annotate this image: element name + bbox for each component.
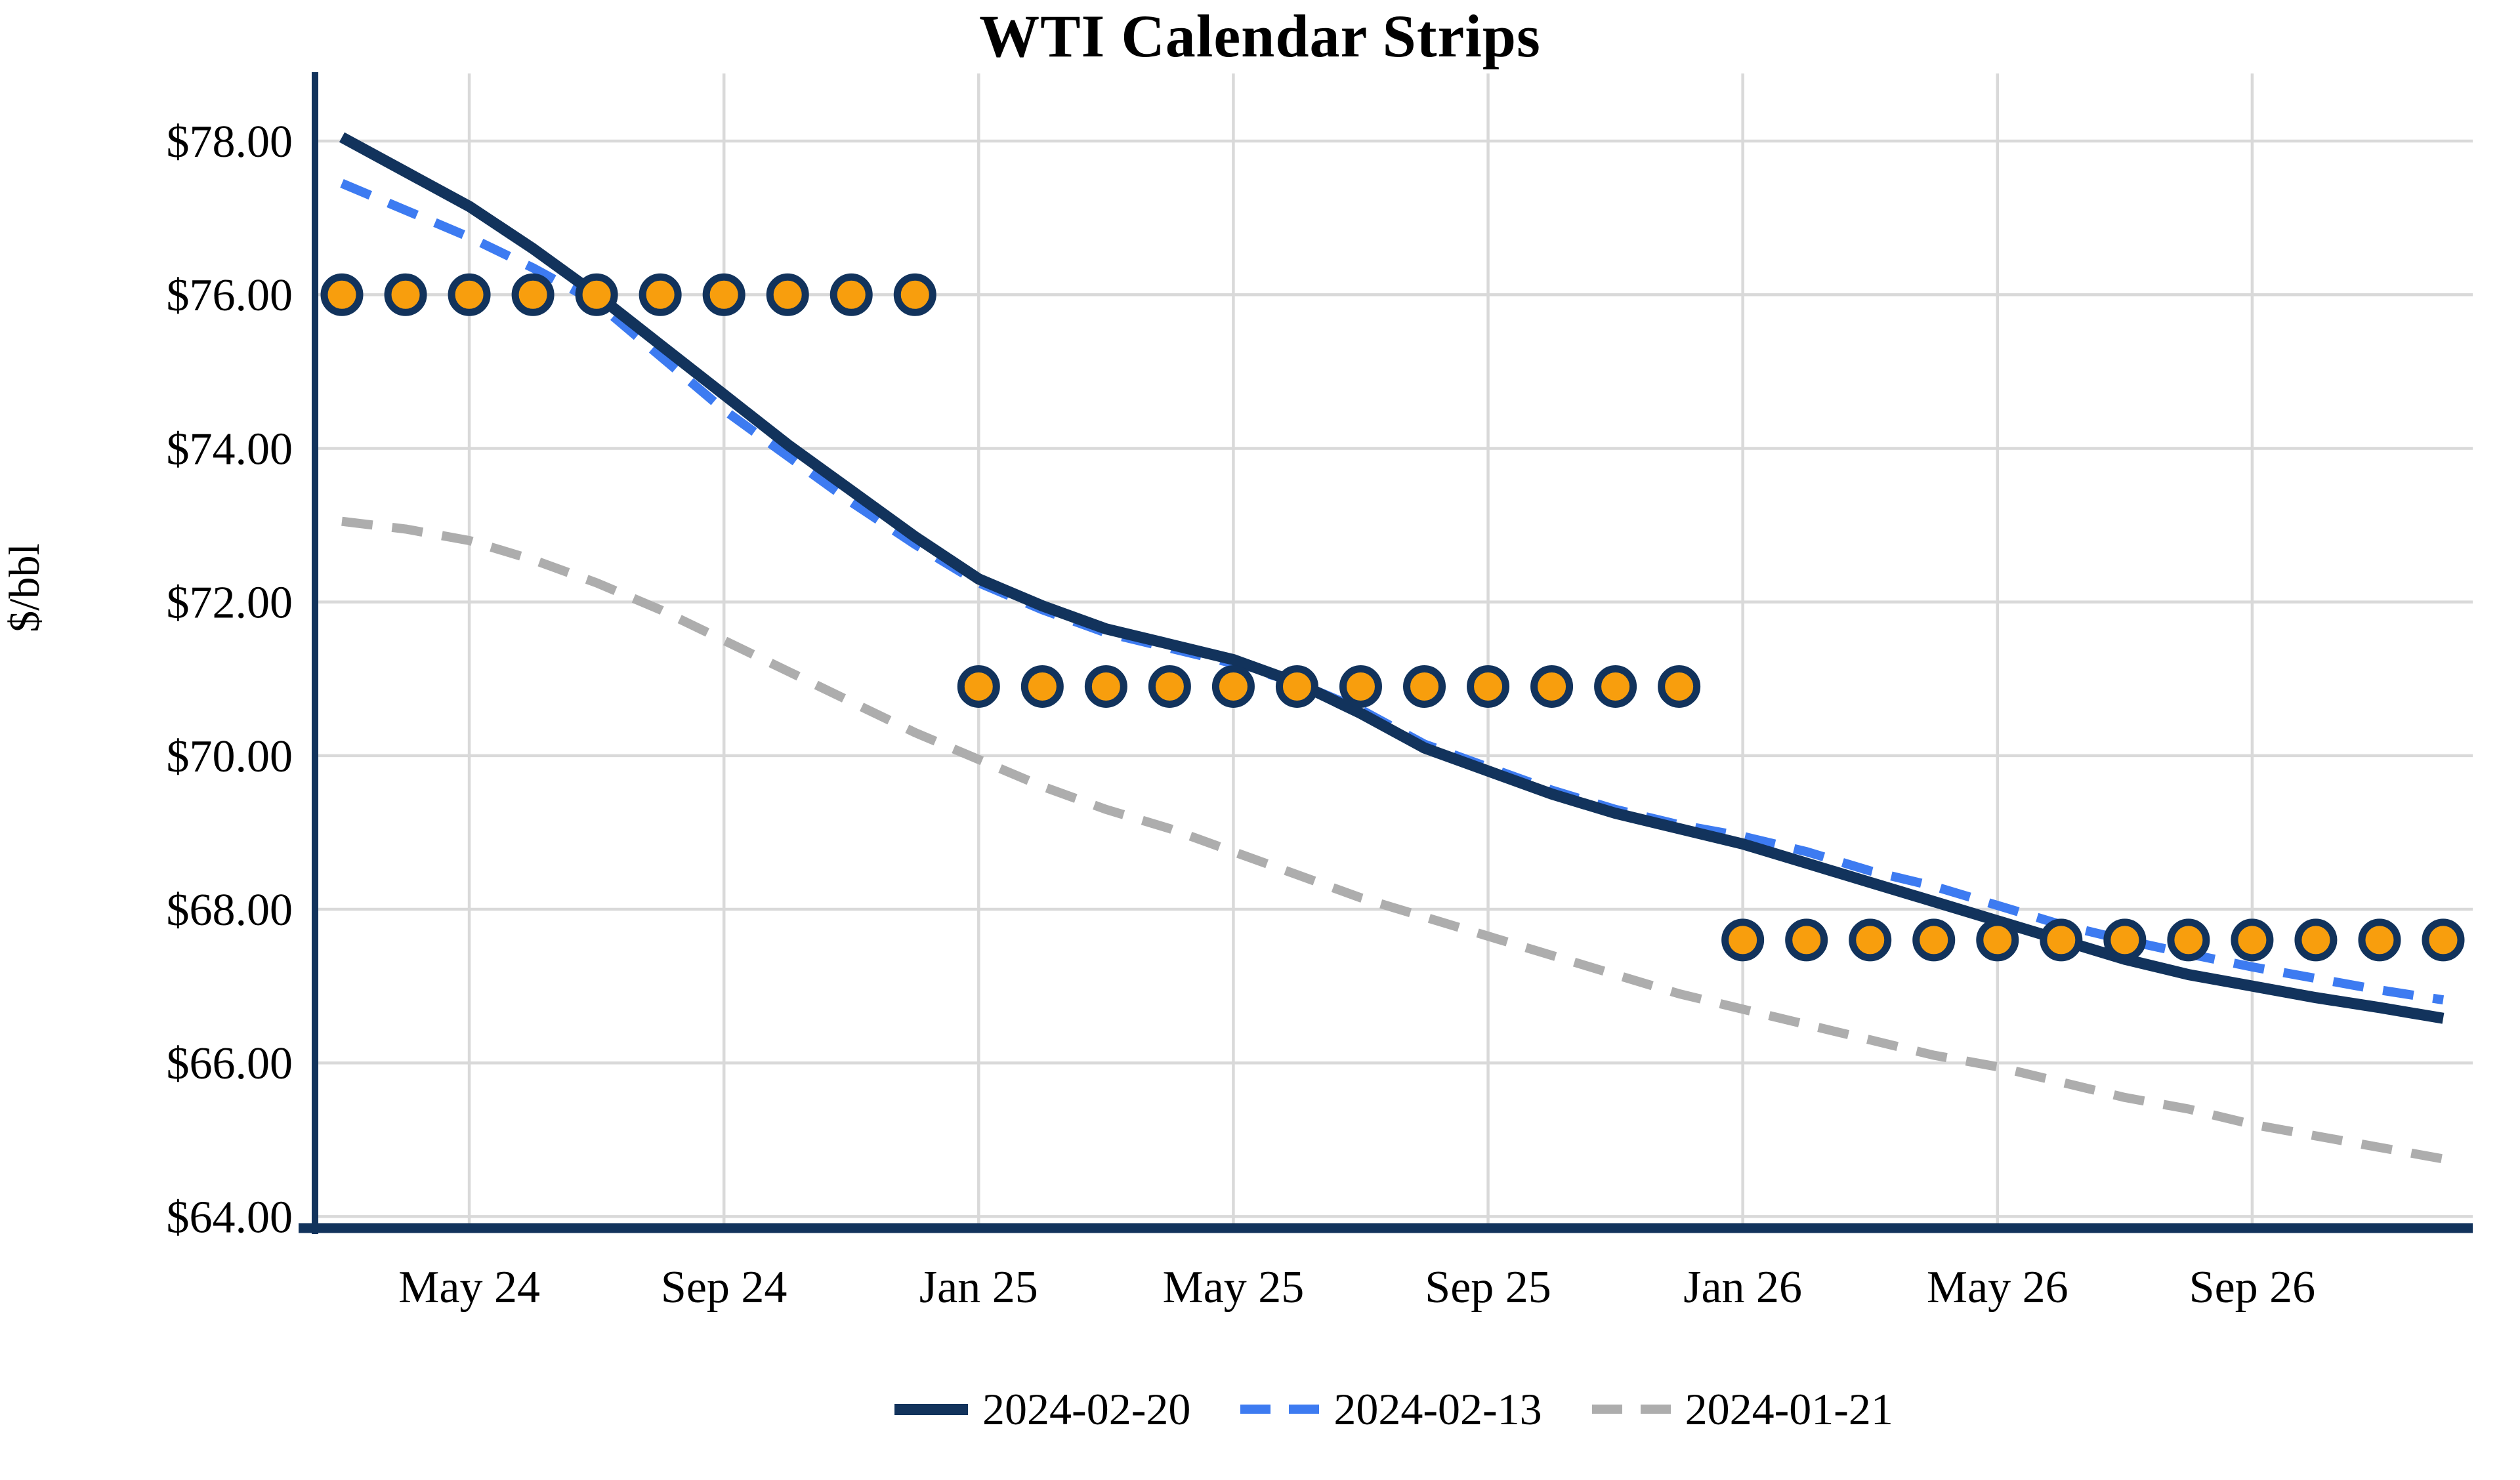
y-tick-labels: $78.00 $76.00 $74.00 $72.00 $70.00 $68.00 $66.…: [167, 117, 293, 1243]
x-tick-label: Sep 24: [661, 1262, 788, 1313]
x-tick-label: Sep 26: [2189, 1262, 2316, 1313]
strip-marker: [1721, 918, 1765, 962]
legend-swatch-dashed-gray: [1591, 1405, 1671, 1414]
series-line-2024-02-13: [340, 179, 2445, 1005]
legend-swatch-solid: [894, 1403, 969, 1415]
legend-label: 2024-02-13: [1334, 1384, 1542, 1434]
legend-item-2024-02-20: 2024-02-20: [894, 1387, 1190, 1431]
series-line-2024-01-21: [341, 516, 2445, 1164]
strip-marker: [2103, 918, 2147, 962]
strip-marker: [511, 273, 555, 316]
strip-marker: [2040, 918, 2083, 962]
y-tick-label: $66.00: [167, 1038, 293, 1089]
legend-label: 2024-02-20: [982, 1384, 1191, 1434]
strip-marker: [1976, 918, 2019, 962]
strip-marker: [702, 273, 746, 316]
y-tick-label: $76.00: [167, 270, 293, 321]
strip-marker: [1785, 918, 1828, 962]
strip-marker: [1339, 665, 1382, 708]
strip-marker: [1020, 665, 1064, 708]
strip-marker: [1658, 665, 1701, 708]
y-tick-label: $72.00: [167, 578, 293, 628]
strip-marker: [957, 665, 1000, 708]
legend-label: 2024-01-21: [1685, 1384, 1893, 1434]
strip-marker: [1530, 665, 1574, 708]
y-tick-label: $64.00: [167, 1192, 293, 1243]
x-tick-label: Jan 26: [1683, 1262, 1802, 1313]
chart-title: WTI Calendar Strips: [979, 3, 1541, 70]
legend-item-2024-02-13: 2024-02-13: [1240, 1387, 1542, 1431]
strip-marker: [1912, 918, 1956, 962]
y-tick-label: $70.00: [167, 731, 293, 782]
strip-marker: [448, 273, 491, 316]
y-tick-label: $68.00: [167, 885, 293, 935]
legend-item-2024-01-21: 2024-01-21: [1591, 1384, 1893, 1434]
series-line-2024-02-20: [339, 132, 2445, 1024]
x-tick-labels: May 24 Sep 24 Jan 25 May 25 Sep 25 Jan 26 May …: [398, 1262, 2315, 1313]
x-tick-label: May 26: [1927, 1262, 2068, 1313]
series-lines: [339, 132, 2445, 1164]
strip-markers: [320, 273, 2465, 962]
legend: 2024-02-20 2024-02-13 2024-01-21: [315, 1370, 2473, 1449]
strip-marker: [2358, 918, 2401, 962]
strip-marker: [1275, 665, 1318, 708]
strip-marker: [1467, 665, 1510, 708]
strip-marker: [384, 273, 427, 316]
strip-marker: [1148, 665, 1191, 708]
x-tick-label: May 24: [398, 1262, 540, 1313]
y-tick-label: $78.00: [167, 117, 293, 167]
y-tick-label: $74.00: [167, 424, 293, 474]
strip-marker: [575, 273, 618, 316]
axes: [299, 72, 2473, 1234]
strip-marker: [2294, 918, 2338, 962]
strip-marker: [1594, 665, 1637, 708]
strip-marker: [893, 273, 936, 316]
x-tick-label: Jan 25: [919, 1262, 1038, 1313]
strip-marker: [320, 273, 364, 316]
x-tick-label: May 25: [1163, 1262, 1305, 1313]
legend-swatch-dashed-blue: [1240, 1405, 1320, 1414]
strip-marker: [2167, 918, 2210, 962]
strip-marker: [1084, 665, 1127, 708]
strip-marker: [766, 273, 809, 316]
strip-marker: [639, 273, 682, 316]
strip-marker: [1849, 918, 1892, 962]
strip-marker: [1403, 665, 1446, 708]
gridlines: [315, 73, 2473, 1228]
strip-marker: [830, 273, 873, 316]
strip-marker: [1211, 665, 1255, 708]
strip-marker: [2422, 918, 2465, 962]
x-tick-label: Sep 25: [1425, 1262, 1551, 1313]
strip-marker: [2231, 918, 2274, 962]
